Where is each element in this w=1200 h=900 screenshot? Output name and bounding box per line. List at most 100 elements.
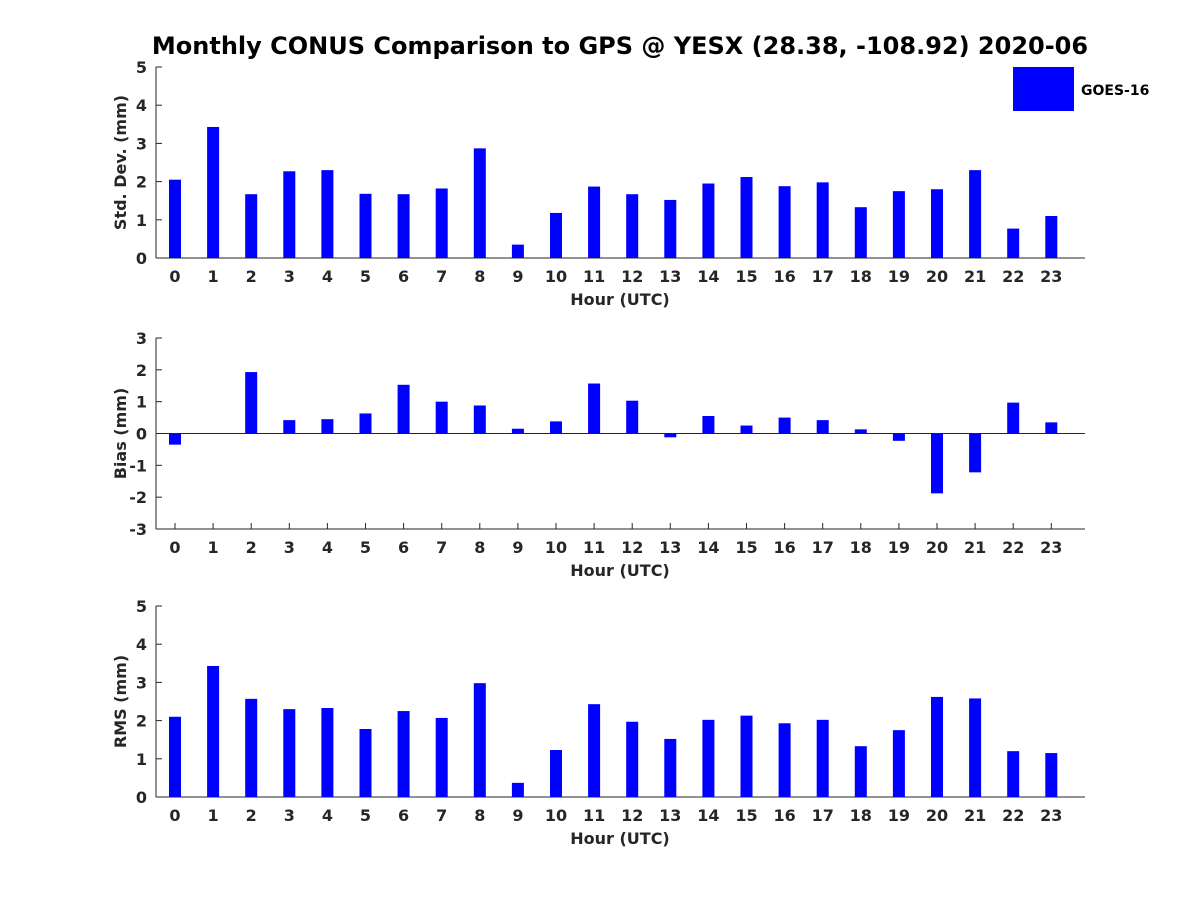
x-tick-label: 17 [812,538,834,557]
x-tick-label: 9 [512,267,523,286]
bar-hour-21 [969,698,982,797]
x-tick-label: 15 [735,538,757,557]
x-tick-label: 9 [512,538,523,557]
bar-hour-21 [969,433,982,473]
x-axis-label: Hour (UTC) [570,829,670,848]
bar-hour-3 [283,420,296,434]
y-tick-label: 2 [136,712,147,731]
x-tick-label: 8 [474,806,485,825]
y-tick-label: 4 [136,96,147,115]
bar-hour-7 [435,717,448,797]
x-tick-label: 8 [474,538,485,557]
bar-hour-14 [702,183,715,258]
bar-hour-23 [1045,422,1058,434]
x-tick-label: 8 [474,267,485,286]
x-tick-label: 14 [697,806,719,825]
bar-hour-5 [359,729,372,797]
x-tick-label: 3 [284,806,295,825]
bar-hour-7 [435,188,448,258]
x-tick-label: 19 [888,806,910,825]
bar-hour-9 [511,428,524,434]
bar-hour-20 [931,433,943,494]
bar-hour-23 [1045,215,1058,258]
x-tick-label: 12 [621,806,643,825]
bar-hour-5 [359,413,372,434]
x-tick-label: 23 [1040,267,1062,286]
y-tick-label: 3 [136,134,147,153]
bar-hour-10 [550,421,562,434]
bar-hour-8 [473,683,486,797]
x-tick-label: 15 [735,806,757,825]
x-tick-label: 12 [621,538,643,557]
bar-hour-5 [359,193,372,258]
x-tick-label: 20 [926,267,948,286]
bar-hour-13 [664,433,677,438]
x-tick-label: 23 [1040,538,1062,557]
bar-hour-6 [397,711,410,797]
bar-hour-10 [550,750,562,797]
bar-hour-12 [626,400,639,434]
x-tick-label: 0 [169,267,180,286]
x-tick-label: 13 [659,267,681,286]
bar-hour-2 [245,372,258,434]
legend-label: GOES-16 [1081,83,1149,99]
y-tick-label: 2 [136,173,147,192]
y-tick-label: 3 [136,673,147,692]
x-tick-label: 6 [398,538,409,557]
x-tick-label: 15 [735,267,757,286]
x-tick-label: 6 [398,267,409,286]
x-tick-label: 14 [697,538,719,557]
bar-hour-14 [702,719,715,797]
bar-hour-6 [397,384,410,434]
x-tick-label: 17 [812,267,834,286]
x-tick-label: 2 [246,267,257,286]
bar-hour-18 [854,746,867,797]
bar-hour-3 [283,709,296,797]
x-tick-label: 14 [697,267,719,286]
x-tick-label: 19 [888,267,910,286]
y-tick-label: 0 [136,788,147,807]
bar-hour-23 [1045,753,1058,797]
bar-hour-19 [892,730,905,797]
x-tick-label: 4 [322,267,333,286]
bar-hour-1 [207,665,220,797]
y-tick-label: 4 [136,635,147,654]
x-tick-label: 17 [812,806,834,825]
bar-hour-22 [1007,402,1020,434]
x-tick-label: 13 [659,806,681,825]
bar-hour-22 [1007,228,1020,258]
legend: GOES-16 [1013,67,1149,111]
bar-hour-11 [588,186,601,258]
bar-hour-20 [931,696,943,797]
bar-hour-4 [321,170,334,258]
x-tick-label: 12 [621,267,643,286]
x-tick-label: 20 [926,806,948,825]
x-tick-label: 18 [850,538,872,557]
bar-hour-9 [511,782,524,797]
bar-hour-9 [511,244,524,258]
bar-hour-16 [778,186,791,258]
x-tick-label: 0 [169,538,180,557]
x-tick-label: 4 [322,806,333,825]
x-tick-label: 22 [1002,806,1024,825]
x-tick-label: 22 [1002,267,1024,286]
y-tick-label: -1 [129,456,147,475]
bar-hour-4 [321,707,334,797]
bar-hour-0 [169,179,181,258]
bar-hour-15 [740,177,753,258]
x-tick-label: 7 [436,538,447,557]
bar-hour-14 [702,415,715,434]
bar-hour-7 [435,401,448,434]
bar-hour-12 [626,194,639,258]
x-tick-label: 5 [360,806,371,825]
y-axis-label: Bias (mm) [111,388,130,480]
x-tick-label: 19 [888,538,910,557]
bar-hour-2 [245,698,258,797]
bar-hour-17 [816,420,829,434]
y-axis-label: RMS (mm) [111,655,130,748]
x-tick-label: 20 [926,538,948,557]
bar-hour-19 [892,433,905,441]
